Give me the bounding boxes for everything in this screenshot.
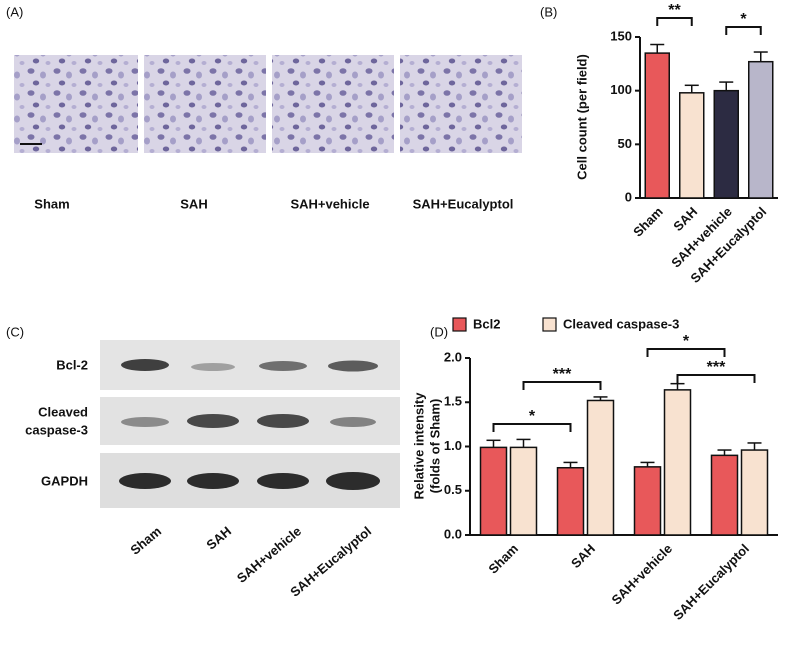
legend-label: Bcl2: [473, 316, 500, 331]
group-label: SAH: [180, 196, 207, 211]
panel-label: (D): [430, 324, 448, 339]
legend-swatch: [452, 317, 467, 332]
bar: [713, 89, 739, 199]
y-tick-label: 1.5: [444, 394, 462, 409]
y-tick-label: 1.0: [444, 438, 462, 453]
panel-label: (B): [540, 4, 557, 19]
significance-bracket: [725, 26, 762, 35]
significance-label: *: [740, 11, 747, 28]
group-label: SAH+vehicle: [234, 523, 304, 585]
bar: [633, 466, 662, 536]
row-label: caspase-3: [25, 422, 88, 437]
significance-label: ***: [553, 366, 572, 383]
group-label: Sham: [127, 523, 164, 557]
micrograph: [272, 55, 394, 153]
y-tick-label: 0.0: [444, 526, 462, 541]
group-label: SAH+Eucalyptol: [413, 196, 514, 211]
panel-label: (C): [6, 324, 24, 339]
significance-label: *: [529, 408, 536, 425]
x-tick-label: Sham: [485, 541, 521, 577]
bar: [740, 449, 769, 536]
bar: [663, 389, 692, 536]
x-tick-label: SAH+Eucalyptol: [670, 541, 752, 623]
x-tick-label: SAH: [568, 541, 598, 571]
blot-bands: [119, 359, 380, 490]
panel-label: (A): [6, 4, 23, 19]
significance-bracket: [522, 381, 602, 390]
significance-bracket: [646, 348, 726, 357]
bar: [710, 454, 739, 536]
y-tick-label: 150: [610, 28, 632, 43]
bar: [479, 446, 508, 536]
group-label: SAH+vehicle: [290, 196, 369, 211]
legend-swatch: [542, 317, 557, 332]
significance-bracket: [656, 17, 693, 26]
bar: [644, 52, 670, 199]
legend-label: Cleaved caspase-3: [563, 316, 679, 331]
x-tick-label: SAH+vehicle: [608, 541, 675, 608]
y-tick-label: 100: [610, 82, 632, 97]
micrograph: [144, 55, 266, 153]
y-tick-label: 0.5: [444, 482, 462, 497]
significance-bracket: [492, 423, 572, 432]
group-label: SAH: [203, 523, 234, 552]
row-label: GAPDH: [41, 473, 88, 488]
x-tick-label: Sham: [630, 204, 666, 240]
group-label: Sham: [34, 196, 69, 211]
bar: [556, 466, 585, 536]
significance-label: **: [668, 2, 681, 19]
y-tick-label: 2.0: [444, 349, 462, 364]
x-tick-label: SAH: [670, 204, 700, 234]
significance-bracket: [676, 374, 756, 383]
bar: [586, 399, 615, 536]
y-axis-title: Cell count (per field): [574, 54, 589, 180]
bar: [748, 60, 774, 199]
significance-label: ***: [707, 359, 726, 376]
micrograph: [400, 55, 522, 153]
row-label: Cleaved: [38, 404, 88, 419]
y-axis-title: Relative intensity: [411, 392, 426, 500]
bar: [679, 92, 705, 199]
y-tick-label: 50: [618, 136, 632, 151]
bar: [509, 446, 538, 536]
y-tick-label: 0: [625, 189, 632, 204]
row-label: Bcl-2: [56, 357, 88, 372]
y-axis-title: (folds of Sham): [427, 399, 442, 494]
micrograph: [14, 55, 138, 153]
significance-label: *: [683, 333, 690, 350]
